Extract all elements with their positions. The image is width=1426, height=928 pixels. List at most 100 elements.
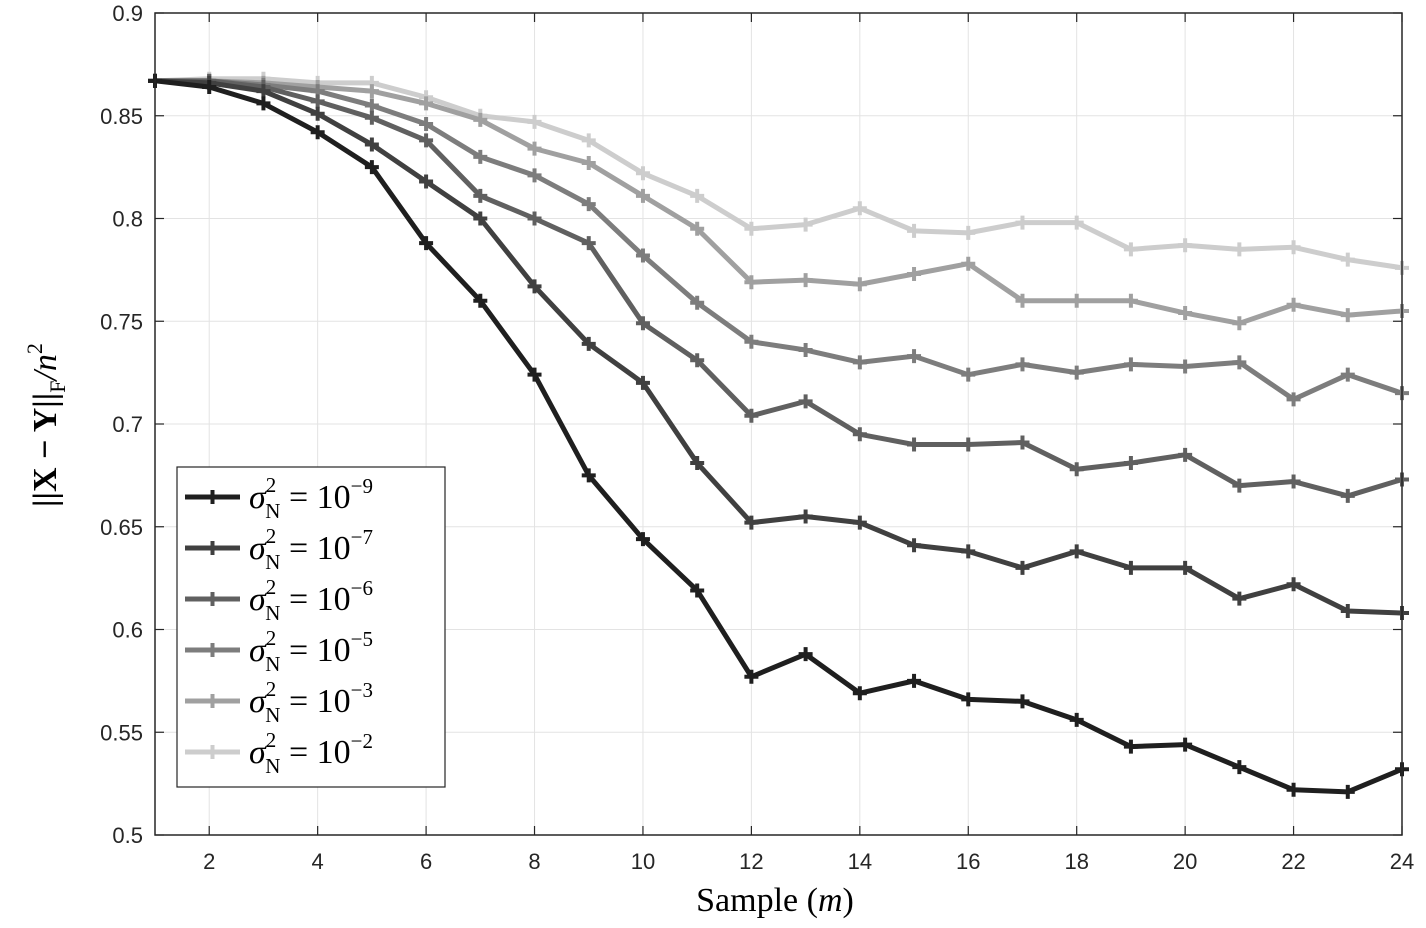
- data-point-marker: [852, 686, 867, 701]
- data-point-marker: [744, 275, 759, 290]
- data-point-marker: [1340, 604, 1355, 619]
- x-tick-label: 10: [631, 849, 655, 874]
- data-point-marker: [907, 673, 922, 688]
- data-point-marker: [635, 188, 650, 203]
- legend-sigma: σ: [249, 581, 267, 618]
- data-point-marker: [473, 293, 488, 308]
- data-point-marker: [473, 188, 488, 203]
- legend-label: σ2 N = 10−6: [249, 575, 373, 625]
- data-point-marker: [961, 367, 976, 382]
- legend-sigma-sup: 2: [266, 524, 277, 548]
- series-line: [152, 78, 1405, 499]
- legend-sigma-sup: 2: [266, 728, 277, 752]
- data-point-marker: [1123, 456, 1138, 471]
- series-line: [152, 78, 1405, 795]
- legend-exponent: −6: [351, 576, 373, 600]
- legend-label: σ2 N = 10−5: [249, 626, 373, 676]
- legend-sigma-sub: N: [265, 550, 280, 574]
- data-point-marker: [852, 201, 867, 216]
- data-point-marker: [1069, 462, 1084, 477]
- legend-swatch-marker: [205, 490, 220, 504]
- legend-equals-ten: = 10: [280, 683, 350, 720]
- x-tick-label: 12: [739, 849, 763, 874]
- data-point-marker: [1340, 488, 1355, 503]
- legend-sigma-sup: 2: [266, 677, 277, 701]
- legend-exponent: −3: [351, 678, 373, 702]
- data-point-marker: [581, 336, 596, 351]
- x-tick-label: 18: [1064, 849, 1088, 874]
- data-point-marker: [1232, 760, 1247, 775]
- data-point-marker: [635, 532, 650, 547]
- legend-equals-ten: = 10: [280, 581, 350, 618]
- data-point-marker: [527, 279, 542, 294]
- legend-exponent: −5: [351, 627, 373, 651]
- y-axis-label-tail: /n: [27, 354, 64, 382]
- data-point-marker: [690, 353, 705, 368]
- data-point-marker: [364, 110, 379, 125]
- data-point-marker: [581, 236, 596, 251]
- data-point-marker: [202, 79, 217, 94]
- data-point-marker: [364, 160, 379, 175]
- y-axis-label: ||X − Y||F/n2: [22, 343, 70, 507]
- data-point-marker: [690, 456, 705, 471]
- legend-equals-ten: = 10: [280, 632, 350, 669]
- data-point-marker: [527, 168, 542, 183]
- data-point-marker: [635, 248, 650, 263]
- x-axis-label-prefix: Sample (: [696, 882, 818, 919]
- series-line: [152, 78, 1405, 402]
- x-tick-label: 8: [528, 849, 540, 874]
- legend-item: σ2 N = 10−6: [185, 575, 373, 625]
- y-tick-label: 0.7: [112, 412, 143, 437]
- legend-equals-ten: = 10: [280, 734, 350, 771]
- data-point-marker: [1232, 355, 1247, 370]
- y-axis-label-main: ||X − Y||: [27, 393, 64, 507]
- data-point-marker: [744, 515, 759, 530]
- legend-sigma-sup: 2: [266, 473, 277, 497]
- data-point-marker: [419, 133, 434, 148]
- data-point-marker: [1178, 238, 1193, 253]
- data-point-marker: [690, 295, 705, 310]
- data-point-marker: [907, 349, 922, 364]
- data-point-marker: [1232, 242, 1247, 257]
- data-point-marker: [961, 544, 976, 559]
- data-point-marker: [635, 316, 650, 331]
- data-point-marker: [1015, 293, 1030, 308]
- y-tick-label: 0.6: [112, 618, 143, 643]
- legend-equals-ten: = 10: [280, 530, 350, 567]
- legend-sigma: σ: [249, 683, 267, 720]
- legend-label: σ2 N = 10−3: [249, 677, 373, 727]
- data-point-marker: [1123, 357, 1138, 372]
- data-point-marker: [527, 367, 542, 382]
- legend-item: σ2 N = 10−2: [185, 728, 373, 778]
- data-point-marker: [1286, 782, 1301, 797]
- y-axis-label-sup: 2: [22, 343, 47, 354]
- data-point-marker: [1015, 694, 1030, 709]
- legend-swatch-marker: [205, 592, 220, 606]
- series-layer: [148, 71, 1409, 799]
- data-point-marker: [1178, 737, 1193, 752]
- data-point-marker: [581, 156, 596, 171]
- series-group: [148, 71, 1409, 275]
- data-point-marker: [635, 375, 650, 390]
- legend-swatch-marker: [205, 541, 220, 555]
- data-point-marker: [852, 427, 867, 442]
- series-group: [148, 73, 1409, 799]
- legend-sigma-sub: N: [265, 754, 280, 778]
- legend-sigma-sup: 2: [266, 626, 277, 650]
- data-point-marker: [1232, 478, 1247, 493]
- data-point-marker: [256, 84, 271, 99]
- data-point-marker: [527, 211, 542, 226]
- data-point-marker: [1069, 215, 1084, 230]
- data-point-marker: [1286, 297, 1301, 312]
- data-point-marker: [310, 94, 325, 109]
- data-point-marker: [1178, 560, 1193, 575]
- data-point-marker: [473, 112, 488, 127]
- data-point-marker: [581, 468, 596, 483]
- data-point-marker: [419, 174, 434, 189]
- data-point-marker: [1123, 560, 1138, 575]
- data-point-marker: [364, 98, 379, 113]
- data-point-marker: [1069, 365, 1084, 380]
- data-point-marker: [1340, 367, 1355, 382]
- data-point-marker: [1069, 293, 1084, 308]
